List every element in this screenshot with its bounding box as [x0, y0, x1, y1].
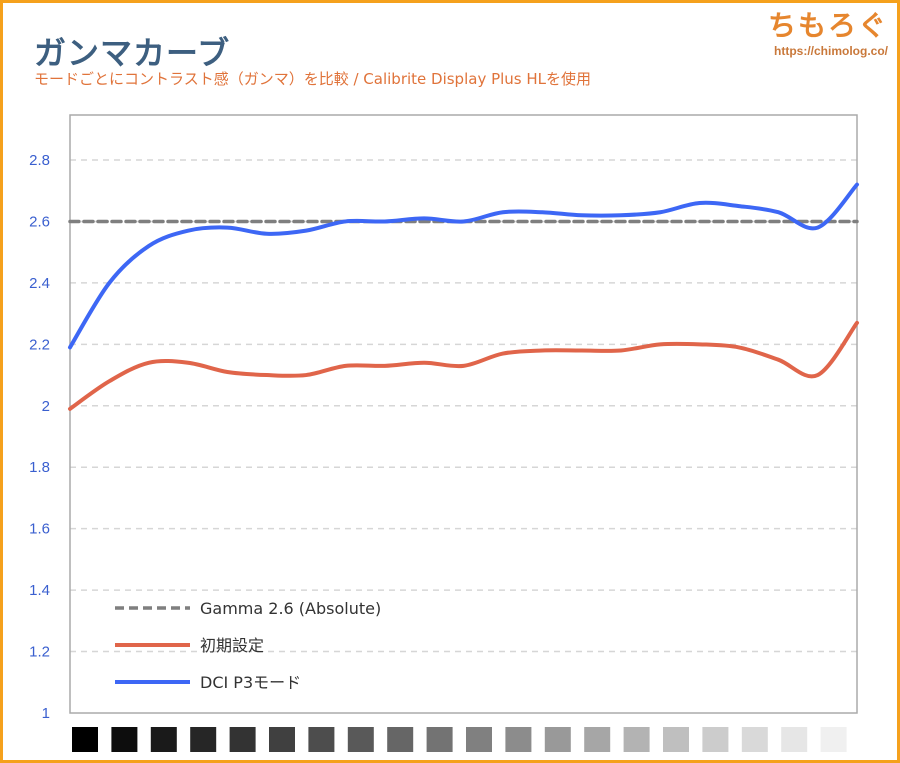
grayscale-step [584, 727, 611, 752]
grayscale-step [111, 727, 138, 752]
grayscale-step [544, 727, 571, 752]
grayscale-step [269, 727, 295, 752]
legend-label: DCI P3モード [200, 673, 301, 692]
y-axis-ticks: 1 1.2 1.4 1.6 1.8 2 2.2 2.4 2.6 2.8 [29, 152, 50, 722]
y-tick-label: 2.6 [29, 213, 50, 230]
grid-lines [70, 159, 857, 653]
legend: Gamma 2.6 (Absolute) 初期設定 DCI P3モード [115, 599, 381, 692]
grayscale-step [505, 727, 532, 752]
y-tick-label: 1.6 [29, 521, 50, 538]
y-tick-label: 1 [42, 705, 50, 722]
grayscale-steps [72, 727, 847, 752]
grayscale-step [308, 727, 335, 752]
grayscale-step [229, 727, 256, 752]
legend-label: 初期設定 [200, 636, 264, 655]
plot-area-border [69, 114, 858, 714]
y-tick-label: 2 [42, 398, 50, 415]
y-tick-label: 1.2 [29, 644, 50, 661]
grayscale-step [190, 727, 217, 752]
y-tick-label: 2.4 [29, 275, 50, 292]
grayscale-step [781, 727, 808, 752]
chart-subtitle: モードごとにコントラスト感（ガンマ）を比較 / Calibrite Displa… [34, 70, 592, 88]
grayscale-step [347, 727, 374, 752]
logo-text: ちもろぐ [767, 9, 888, 42]
y-tick-label: 1.4 [29, 582, 50, 599]
grayscale-step [623, 727, 650, 752]
y-tick-label: 2.2 [29, 336, 50, 353]
grayscale-step [72, 727, 98, 752]
grayscale-step [741, 727, 768, 752]
grayscale-step [387, 727, 414, 752]
site-logo: ちもろぐ https://chimolog.co/ [768, 4, 888, 58]
grayscale-step [663, 727, 689, 752]
series-line-1 [68, 320, 859, 411]
grayscale-step [702, 727, 729, 752]
series-line-2 [68, 182, 859, 350]
y-tick-label: 2.8 [29, 152, 50, 169]
legend-label: Gamma 2.6 (Absolute) [200, 599, 381, 618]
chart-title: ガンマカーブ [34, 34, 231, 72]
grayscale-step [466, 727, 492, 752]
grayscale-step [426, 727, 453, 752]
grayscale-step [150, 727, 177, 752]
series-lines [68, 182, 859, 411]
logo-url: https://chimolog.co/ [774, 44, 888, 58]
y-tick-label: 1.8 [29, 459, 50, 476]
grayscale-step [820, 727, 847, 752]
